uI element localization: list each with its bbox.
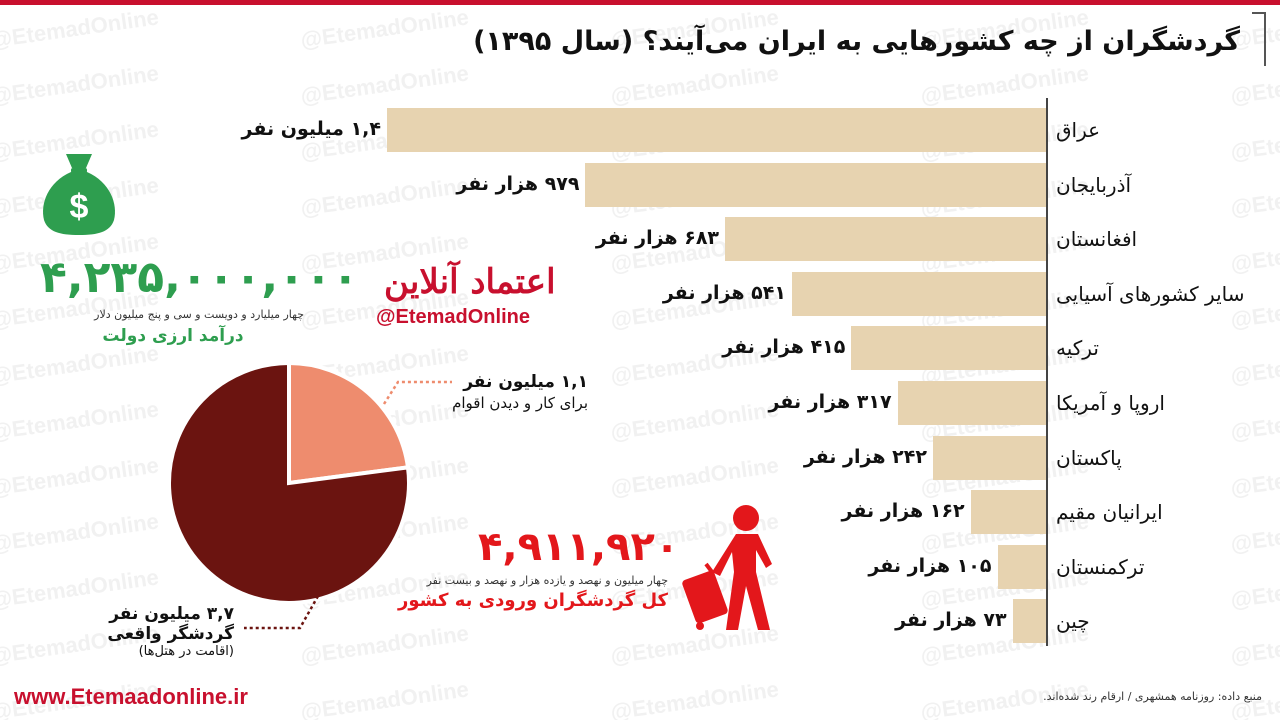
income-value: ۴,۲۳۵,۰۰۰,۰۰۰ — [40, 252, 359, 303]
watermark-text: @EtemadOnline — [0, 4, 161, 53]
page-title: گردشگران از چه کشورهایی به ایران می‌آیند… — [473, 26, 1240, 57]
money-bag-icon: $ — [43, 154, 115, 235]
title-box: گردشگران از چه کشورهایی به ایران می‌آیند… — [473, 12, 1266, 66]
category-label: سایر کشورهای آسیایی — [1056, 281, 1245, 306]
income-label: درآمد ارزی دولت — [102, 326, 244, 346]
watermark-text: @EtemadOnline — [609, 396, 781, 445]
watermark-text: @EtemadOnline — [299, 620, 471, 669]
watermark-text: @EtemadOnline — [609, 452, 781, 501]
watermark-text: @EtemadOnline — [1229, 452, 1280, 501]
bar-value-label: ۹۷۹ هزار نفر — [456, 172, 580, 195]
pie-label-visiting-value: ۱,۱ میلیون نفر — [463, 372, 588, 392]
tourist-purpose-pie-chart — [167, 360, 411, 605]
watermark-text: @EtemadOnline — [299, 172, 471, 221]
bar — [851, 326, 1047, 371]
pie-slice — [287, 360, 411, 486]
watermark-text: @EtemadOnline — [299, 60, 471, 109]
category-label: افغانستان — [1056, 227, 1138, 252]
top-accent-bar — [0, 0, 1280, 5]
bar-value-label: ۲۴۲ هزار نفر — [803, 445, 927, 468]
watermark-text: @EtemadOnline — [299, 676, 471, 720]
pie-label-visiting: ۱,۱ میلیون نفر برای کار و دیدن اقوام — [420, 372, 588, 412]
pie-label-visiting-desc: برای کار و دیدن اقوام — [452, 394, 588, 412]
category-label: ترکمنستان — [1056, 554, 1145, 579]
bar-value-label: ۱۰۵ هزار نفر — [868, 554, 992, 577]
watermark-text: @EtemadOnline — [609, 60, 781, 109]
watermark-text: @EtemadOnline — [609, 676, 781, 720]
total-tourists-value: ۴,۹۱۱,۹۲۰ — [478, 524, 680, 570]
category-label: اروپا و آمریکا — [1056, 391, 1165, 415]
total-tourists-words: چهار میلیون و نهصد و یازده هزار و نهصد و… — [426, 574, 668, 587]
bar-value-label: ۶۸۳ هزار نفر — [595, 227, 720, 250]
bar — [585, 162, 1047, 207]
total-tourists-label: کل گردشگران ورودی به کشور — [398, 590, 668, 611]
bar-value-label: ۳۱۷ هزار نفر — [768, 391, 892, 413]
watermark-text: @EtemadOnline — [0, 396, 161, 445]
watermark-text: @EtemadOnline — [0, 452, 161, 501]
watermark-text: @EtemadOnline — [0, 508, 161, 557]
watermark-text: @EtemadOnline — [1229, 228, 1280, 277]
bar-value-label: ۴۱۵ هزار نفر — [722, 336, 846, 359]
watermark-text: @EtemadOnline — [299, 4, 471, 53]
category-label: ایرانیان مقیم — [1056, 500, 1163, 525]
bar — [791, 271, 1047, 316]
bar — [970, 490, 1047, 535]
bar-chart-axis — [1046, 98, 1048, 646]
bar — [997, 544, 1047, 589]
watermark-text: @EtemadOnline — [1229, 508, 1280, 557]
category-label: پاکستان — [1056, 445, 1122, 470]
pie-label-real-tourists: ۳,۷ میلیون نفر گردشگر واقعی (اقامت در هت… — [98, 604, 234, 659]
watermark-text: @EtemadOnline — [1229, 172, 1280, 221]
category-label: عراق — [1056, 118, 1101, 142]
bar-value-label: ۷۳ هزار نفر — [895, 609, 1007, 632]
svg-text:$: $ — [70, 188, 89, 226]
category-label: ترکیه — [1056, 336, 1099, 361]
category-label: چین — [1056, 609, 1090, 634]
brand-logo: اعتماد آنلاین — [384, 262, 556, 302]
data-source-note: منبع داده: روزنامه همشهری / ارقام رند شد… — [1043, 690, 1262, 703]
pie-slice — [167, 360, 411, 605]
pie-label-real-desc: گردشگر واقعی — [107, 624, 234, 644]
bar-value-label: ۵۴۱ هزار نفر — [662, 281, 786, 304]
income-words: چهار میلیارد و دویست و سی و پنج میلیون د… — [94, 308, 304, 321]
brand-handle: @EtemadOnline — [376, 306, 530, 328]
watermark-text: @EtemadOnline — [919, 60, 1091, 109]
bar — [1012, 599, 1047, 644]
watermark-text: @EtemadOnline — [1229, 396, 1280, 445]
watermark-text: @EtemadOnline — [1229, 340, 1280, 389]
pie-label-real-note: (اقامت در هتل‌ها) — [138, 644, 234, 659]
website-url[interactable]: www.Etemaadonline.ir — [14, 684, 248, 709]
watermark-text: @EtemadOnline — [0, 340, 161, 389]
watermark-text: @EtemadOnline — [1229, 620, 1280, 669]
traveler-with-luggage-icon — [682, 505, 772, 630]
watermark-text: @EtemadOnline — [1229, 116, 1280, 165]
bar-value-label: ۱۶۲ هزار نفر — [841, 500, 965, 523]
watermark-text: @EtemadOnline — [0, 60, 161, 109]
bar — [725, 217, 1047, 262]
watermark-text: @EtemadOnline — [1229, 564, 1280, 613]
bar — [932, 435, 1047, 480]
bar — [897, 381, 1047, 425]
bar-value-label: ۱,۴ میلیون نفر — [241, 118, 381, 140]
bar — [387, 108, 1047, 152]
pie-label-real-value: ۳,۷ میلیون نفر — [109, 604, 234, 624]
category-label: آذربایجان — [1056, 172, 1132, 197]
title-bracket — [1252, 12, 1266, 66]
watermark-text: @EtemadOnline — [1229, 60, 1280, 109]
